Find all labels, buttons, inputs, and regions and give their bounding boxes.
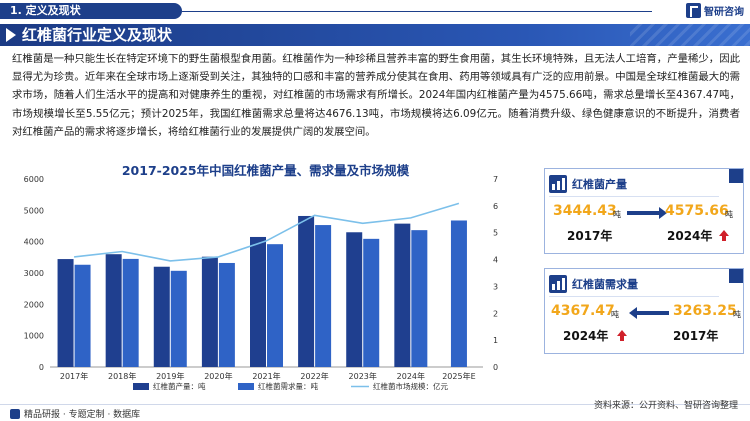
bar-demand: [170, 270, 187, 367]
bar-production: [153, 266, 170, 367]
line-market-size: [74, 202, 460, 262]
page-footer: 精品研报 · 专题定制 · 数据库: [0, 404, 750, 421]
y-right-tick-label: 6: [493, 202, 498, 211]
demand-2017-value: 3263.25: [673, 303, 737, 319]
source-note: 资料来源：公开资料、智研咨询整理: [593, 401, 738, 411]
y-left-tick-label: 4000: [24, 238, 44, 247]
x-tick-label: 2017年: [60, 371, 88, 381]
demand-2024-year: 2024年: [563, 329, 609, 343]
bar-demand: [267, 244, 283, 367]
section-label: 1. 定义及现状: [10, 4, 81, 17]
y-right-tick-label: 5: [493, 229, 498, 238]
combo-chart: 0 1000 2000 3000 4000 5000 6000 0 1 2 3 4 5 6 7 2017年 20…: [24, 175, 498, 391]
production-2017-year: 2017年: [567, 229, 613, 243]
x-tick-label: 2018年: [108, 371, 136, 381]
x-tick-label: 2021年: [252, 371, 280, 381]
x-tick-label: 2023年: [349, 371, 377, 381]
x-tick-label: 2025年E: [442, 371, 475, 381]
chart-container: 0 1000 2000 3000 4000 5000 6000 0 1 2 3 4 5 6 7 2017年 20…: [8, 163, 523, 398]
bar-demand: [363, 238, 380, 367]
bar-production: [298, 215, 315, 367]
card-corner: [729, 169, 743, 183]
logo-icon: [686, 3, 701, 18]
bar-demand: [315, 225, 332, 367]
legend-swatch-demand: [238, 383, 254, 390]
page-title: 红椎菌行业定义及现状: [22, 26, 173, 44]
card-corner: [729, 269, 743, 283]
production-2017-unit: 吨: [613, 210, 621, 219]
demand-2024-unit: 吨: [611, 310, 619, 319]
section-pill: [0, 3, 182, 19]
y-left-tick-label: 1000: [24, 332, 44, 341]
y-left-tick-label: 5000: [24, 206, 44, 215]
bar-demand: [122, 258, 139, 367]
y-right-tick-label: 0: [493, 363, 498, 372]
bar-demand: [218, 262, 235, 367]
production-2017-value: 3444.43: [553, 203, 617, 219]
chart-title: 2017-2025年中国红椎菌产量、需求量及市场规模: [121, 163, 410, 178]
up-arrow-stem: [722, 236, 726, 241]
production-2024-value: 4575.66: [665, 203, 729, 219]
legend-label-demand: 红椎菌需求量：吨: [258, 381, 318, 391]
x-tick-label: 2019年: [156, 371, 184, 381]
demand-2017-year: 2017年: [673, 329, 719, 343]
report-icon: [10, 408, 20, 419]
bar-chart-icon: [549, 275, 567, 293]
x-tick-label: 2024年: [397, 371, 425, 381]
y-right-tick-label: 4: [493, 256, 498, 265]
bar-demand: [450, 220, 467, 367]
up-arrow-icon: [719, 230, 729, 236]
left-arrow-icon: [629, 307, 669, 319]
legend-swatch-production: [133, 383, 149, 390]
y-left-tick-label: 0: [39, 363, 44, 372]
brand-logo: 智研咨询: [686, 3, 744, 18]
footer-tagline: 精品研报 · 专题定制 · 数据库: [24, 410, 141, 420]
demand-card: 红椎菌需求量 4367.47 吨 2024年 3263.25 吨 2017年: [544, 268, 744, 354]
x-tick-label: 2022年: [300, 371, 328, 381]
demand-2024-value: 4367.47: [551, 303, 615, 319]
demand-card-label: 红椎菌需求量: [572, 278, 638, 291]
bar-demand: [74, 264, 91, 367]
y-left-tick-label: 6000: [24, 175, 44, 184]
legend-label-market: 红椎菌市场规模：亿元: [373, 381, 448, 391]
card-divider: [549, 196, 719, 197]
y-left-tick-label: 3000: [24, 269, 44, 278]
intro-paragraph: 红椎菌是一种只能生长在特定环境下的野生菌根型食用菌。红椎菌作为一种珍稀且营养丰富…: [12, 53, 740, 138]
production-card-label: 红椎菌产量: [572, 178, 627, 191]
bar-production: [250, 236, 266, 367]
bar-production: [394, 223, 411, 367]
production-card: 红椎菌产量 3444.43 吨 2017年 4575.66 吨 2024年: [544, 168, 744, 254]
title-decoration: [630, 24, 750, 46]
right-arrow-icon: [627, 207, 667, 219]
demand-2017-unit: 吨: [733, 310, 741, 319]
production-2024-year: 2024年: [667, 229, 713, 243]
x-tick-label: 2020年: [204, 371, 232, 381]
up-arrow-icon: [617, 330, 627, 336]
legend-label-production: 红椎菌产量：吨: [153, 381, 206, 391]
bar-chart-icon: [549, 175, 567, 193]
bar-demand: [411, 230, 428, 367]
y-right-tick-label: 3: [493, 282, 498, 291]
y-right-tick-label: 2: [493, 309, 498, 318]
y-right-tick-label: 1: [493, 336, 498, 345]
bar-production: [346, 232, 363, 367]
logo-text: 智研咨询: [704, 7, 744, 18]
section-divider: [182, 11, 652, 12]
page-title-bar: 红椎菌行业定义及现状: [0, 24, 750, 46]
production-2024-unit: 吨: [725, 210, 733, 219]
section-header: 1. 定义及现状 智研咨询: [0, 0, 750, 22]
y-right-tick-label: 7: [493, 175, 498, 184]
y-left-tick-label: 2000: [24, 300, 44, 309]
up-arrow-stem: [620, 336, 624, 341]
bar-production: [201, 256, 218, 367]
bar-production: [105, 254, 122, 367]
title-arrow-icon: [6, 28, 16, 42]
bar-production: [57, 259, 74, 367]
card-divider: [549, 296, 719, 297]
